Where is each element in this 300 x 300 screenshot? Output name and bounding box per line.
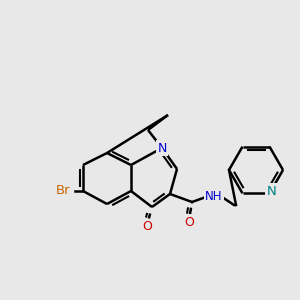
Text: O: O [142,220,152,233]
Text: O: O [184,215,194,229]
Text: NH: NH [205,190,223,203]
Text: N: N [267,185,276,198]
Text: N: N [157,142,167,154]
Text: Br: Br [56,184,70,197]
